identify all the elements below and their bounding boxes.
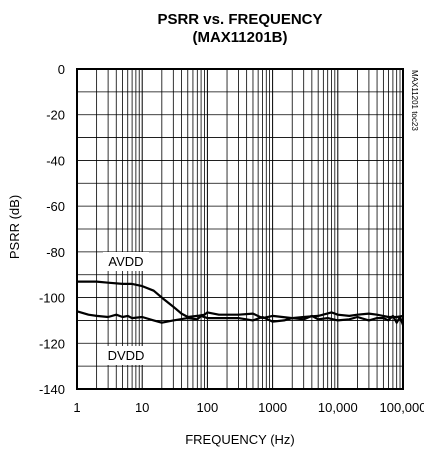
y-tick-label: -20 — [46, 108, 65, 123]
x-tick-label: 1 — [73, 400, 80, 415]
series-layer — [77, 282, 403, 325]
chart-side-note: MAX11201 toc23 — [410, 70, 419, 131]
y-tick-label: -120 — [39, 336, 65, 351]
chart-subtitle: (MAX11201B) — [192, 29, 287, 46]
x-tick-label: 10 — [135, 400, 149, 415]
x-axis-label: FREQUENCY (Hz) — [185, 432, 295, 447]
y-tick-label: -40 — [46, 153, 65, 168]
y-tick-label: 0 — [58, 62, 65, 77]
x-tick-label: 1000 — [258, 400, 287, 415]
chart-title: PSRR vs. FREQUENCY — [157, 11, 322, 28]
x-tick-label: 100 — [197, 400, 219, 415]
series-label-dvdd: DVDD — [108, 348, 145, 363]
y-tick-label: -100 — [39, 291, 65, 306]
y-tick-label: -80 — [46, 245, 65, 260]
y-axis-label: PSRR (dB) — [7, 195, 22, 259]
grid-layer — [77, 69, 403, 389]
series-line-dvdd — [77, 311, 403, 325]
x-tick-label: 100,000 — [380, 400, 424, 415]
x-tick-label: 10,000 — [318, 400, 358, 415]
y-tick-label: -140 — [39, 382, 65, 397]
series-label-avdd: AVDD — [108, 254, 143, 269]
y-tick-label: -60 — [46, 199, 65, 214]
series-line-avdd — [77, 282, 403, 319]
